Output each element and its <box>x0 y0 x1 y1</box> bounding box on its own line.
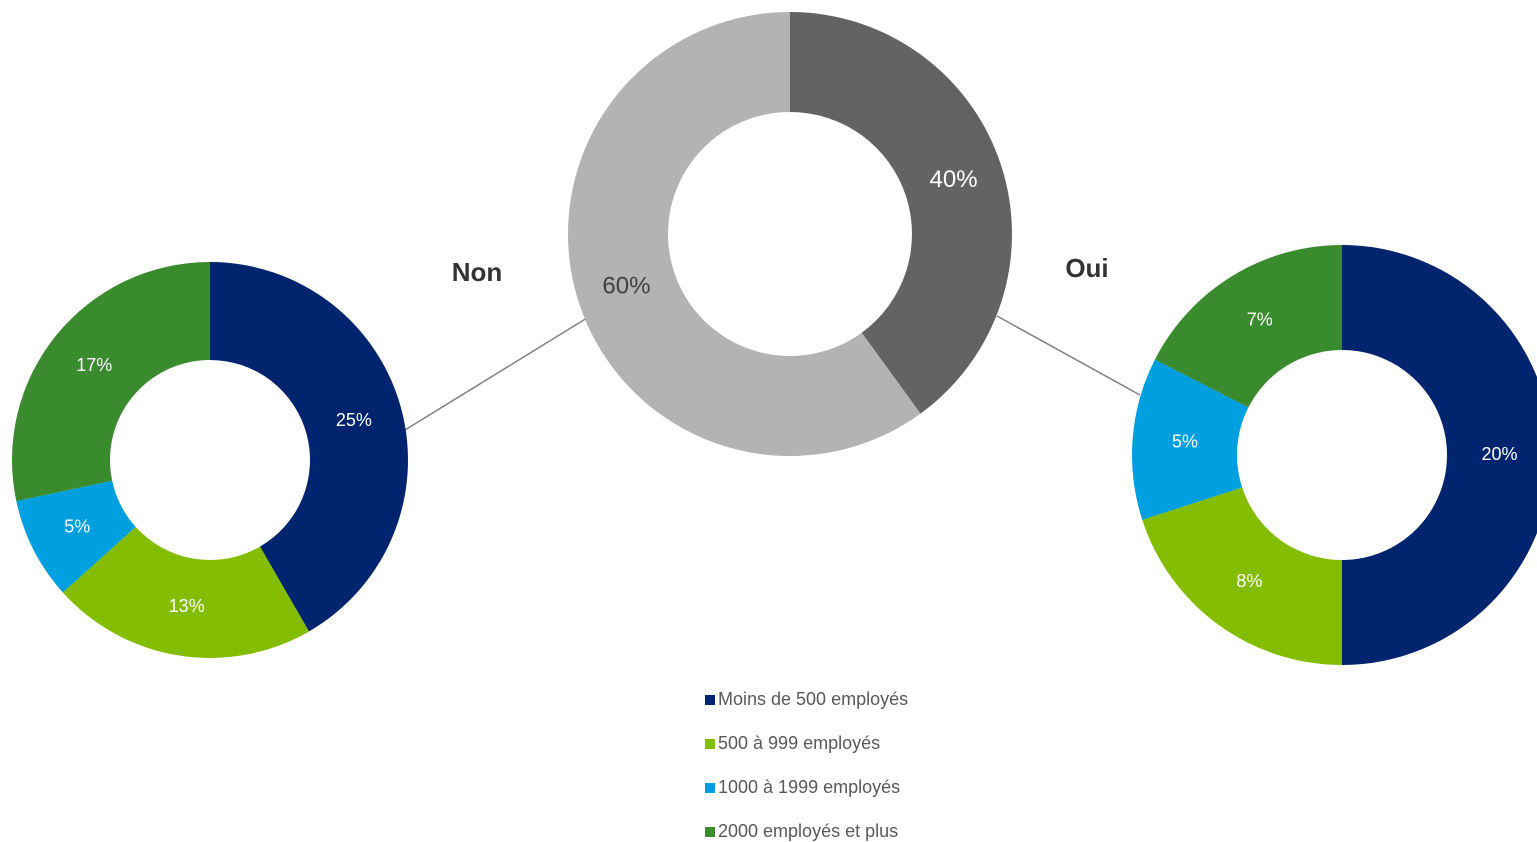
donut-slice <box>12 262 211 502</box>
donut-slice <box>1342 245 1537 665</box>
legend-label: 500 à 999 employés <box>718 733 880 753</box>
data-label: 25% <box>336 410 372 430</box>
data-label: 60% <box>602 272 650 299</box>
donut-slice <box>1142 487 1342 665</box>
legend-swatch <box>705 827 715 837</box>
donut-slice <box>16 480 136 593</box>
legend-label: 1000 à 1999 employés <box>718 777 900 797</box>
group-label: Non <box>452 257 503 287</box>
data-label: 7% <box>1247 309 1273 329</box>
donut-slice <box>210 262 408 632</box>
donut-slice <box>790 12 1013 414</box>
data-label: 40% <box>930 166 978 193</box>
data-label: 13% <box>169 596 205 616</box>
data-label: 5% <box>64 516 90 536</box>
connector <box>404 317 588 431</box>
legend-swatch <box>705 739 715 749</box>
data-label: 20% <box>1481 444 1517 464</box>
donut-slice <box>568 12 921 456</box>
donut-slice <box>1154 245 1342 408</box>
legend-label: Moins de 500 employés <box>718 689 908 709</box>
connector <box>996 315 1141 396</box>
data-label: 8% <box>1236 571 1262 591</box>
legend-label: 2000 employés et plus <box>718 821 898 841</box>
group-label: Oui <box>1065 253 1108 283</box>
data-label: 17% <box>76 355 112 375</box>
legend-swatch <box>705 695 715 705</box>
data-label: 5% <box>1172 431 1198 451</box>
donut-slice <box>62 526 309 658</box>
legend-swatch <box>705 783 715 793</box>
donut-slice <box>1131 359 1249 520</box>
